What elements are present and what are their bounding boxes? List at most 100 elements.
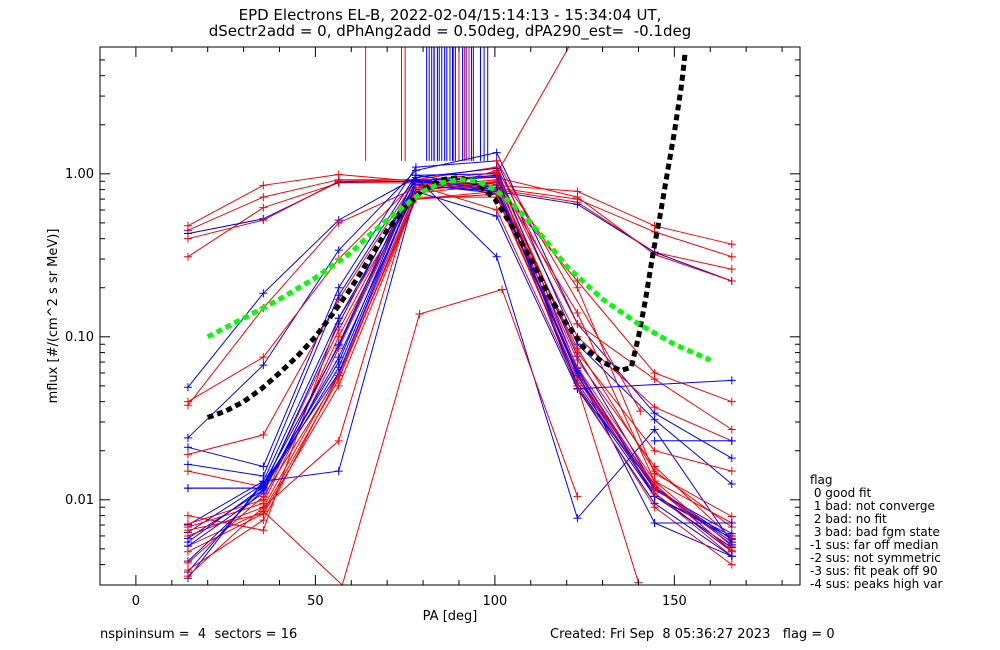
data-point-marker — [183, 547, 192, 556]
series-line — [187, 186, 732, 406]
plot-area — [183, 47, 736, 585]
data-point-marker — [334, 283, 343, 292]
legend-item-7: -4 sus: peaks high var — [810, 577, 943, 591]
segment-line — [496, 47, 570, 175]
chart-title-line-2: dSectr2add = 0, dPhAng2add = 0.50deg, dP… — [208, 22, 692, 40]
series-line — [187, 152, 733, 459]
y-axis-label: mflux [#/(cm^2 s sr MeV)] — [46, 229, 61, 404]
axes-frame — [99, 46, 801, 586]
data-point-marker — [259, 181, 268, 190]
segment-line — [577, 379, 732, 390]
data-point-marker — [573, 200, 582, 209]
data-point-marker — [727, 519, 736, 528]
data-point-marker — [727, 425, 736, 434]
data-point-marker — [183, 443, 192, 452]
data-point-marker — [573, 356, 582, 365]
data-point-marker — [727, 397, 736, 406]
data-point-marker — [415, 310, 424, 319]
y-tick-label: 0.10 — [65, 330, 94, 345]
legend-item-2: 2 bad: no fit — [810, 512, 887, 526]
data-point-marker — [650, 425, 659, 434]
data-point-marker — [573, 319, 582, 328]
data-point-marker — [259, 353, 268, 362]
data-point-marker — [573, 492, 582, 501]
series-line — [187, 184, 733, 577]
data-point-marker — [650, 479, 659, 488]
series-line — [187, 176, 733, 543]
data-point-marker — [650, 489, 659, 498]
data-point-marker — [259, 289, 268, 298]
data-point-marker — [636, 407, 645, 416]
data-point-marker — [259, 462, 268, 471]
data-point-marker — [259, 361, 268, 370]
series-line — [187, 166, 733, 455]
data-point-marker — [650, 403, 659, 412]
data-point-marker — [259, 477, 268, 486]
data-point-marker — [650, 519, 659, 528]
legend-item-3: 3 bad: bad fgm state — [810, 525, 940, 539]
data-point-marker — [334, 246, 343, 255]
data-point-marker — [727, 376, 736, 385]
series-line — [187, 184, 732, 573]
data-point-marker — [259, 193, 268, 202]
data-point-marker — [259, 526, 268, 535]
data-point-marker — [259, 203, 268, 212]
data-point-marker — [334, 314, 343, 323]
data-point-marker — [650, 446, 659, 455]
data-point-marker — [183, 484, 192, 493]
segment-line — [496, 160, 641, 412]
data-point-marker — [183, 433, 192, 442]
data-point-marker — [727, 276, 736, 285]
data-point-marker — [727, 252, 736, 261]
data-point-marker — [183, 383, 192, 392]
data-point-marker — [492, 156, 501, 165]
data-point-marker — [183, 526, 192, 535]
chart-title-line-1: EPD Electrons EL-B, 2022-02-04/15:14:13 … — [238, 6, 662, 24]
data-point-marker — [650, 503, 659, 512]
x-tick-label: 0 — [132, 594, 140, 609]
series-line — [187, 183, 733, 547]
data-point-marker — [334, 381, 343, 390]
data-point-marker — [259, 484, 268, 493]
flag-legend: flag 0 good fit 1 bad: not converge 2 ba… — [810, 474, 942, 591]
data-point-marker — [334, 177, 343, 186]
data-point-marker — [334, 371, 343, 380]
series-line — [187, 190, 733, 553]
legend-item-0: 0 good fit — [810, 486, 872, 500]
data-point-marker — [727, 560, 736, 569]
data-point-marker — [183, 467, 192, 476]
data-point-marker — [183, 450, 192, 459]
series-line — [187, 174, 732, 488]
data-point-marker — [727, 454, 736, 463]
data-point-marker — [411, 181, 420, 190]
data-point-marker — [183, 252, 192, 261]
series-line — [187, 179, 732, 258]
legend-title: flag — [810, 473, 833, 487]
data-point-marker — [573, 193, 582, 202]
data-point-marker — [334, 340, 343, 349]
segment-line — [262, 288, 578, 585]
data-point-marker — [183, 234, 192, 243]
data-point-marker — [498, 285, 507, 294]
data-point-marker — [334, 291, 343, 300]
data-point-marker — [411, 163, 420, 172]
x-axis-label: PA [deg] — [423, 609, 478, 624]
data-point-marker — [573, 283, 582, 292]
footer-spin-info: nspininsum = 4 sectors = 16 — [100, 627, 298, 642]
data-point-marker — [183, 397, 192, 406]
data-point-marker — [334, 332, 343, 341]
segment-line — [576, 385, 639, 583]
data-point-marker — [259, 492, 268, 501]
data-point-marker — [727, 479, 736, 488]
x-tick-label: 50 — [307, 594, 324, 609]
data-point-marker — [727, 552, 736, 561]
data-point-marker — [492, 169, 501, 178]
data-point-marker — [573, 381, 582, 390]
data-point-marker — [183, 558, 192, 567]
footer-created-info: Created: Fri Sep 8 05:36:27 2023 flag = … — [550, 627, 835, 642]
data-point-marker — [259, 509, 268, 518]
data-point-marker — [183, 511, 192, 520]
series-line — [187, 182, 733, 528]
legend-item-1: 1 bad: not converge — [810, 499, 935, 513]
